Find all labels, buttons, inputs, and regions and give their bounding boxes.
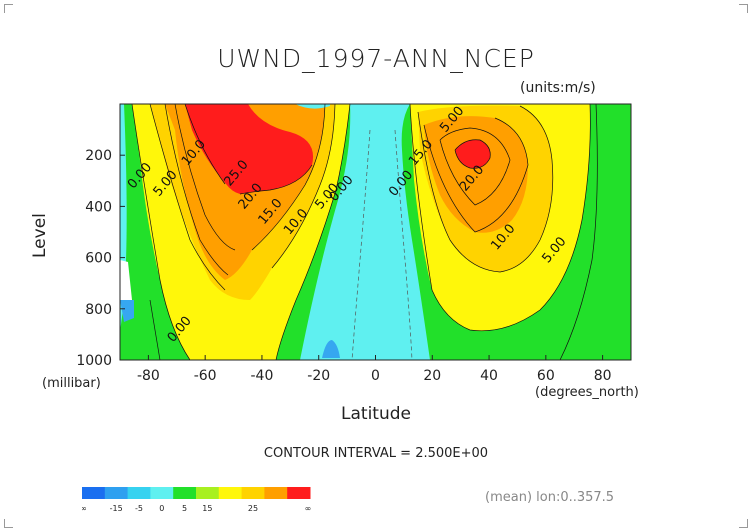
colorbar-swatch	[150, 487, 174, 499]
fill-north-red	[455, 139, 491, 169]
colorbar-swatch	[82, 487, 106, 499]
colorbar-label: 5	[182, 504, 187, 513]
fill-top-cyan	[295, 104, 330, 109]
colorbar-label: 15	[202, 504, 212, 513]
colorbar-label: -5	[135, 504, 143, 513]
contour-interval-note: CONTOUR INTERVAL = 2.500E+00	[263, 446, 489, 461]
y-tick-label: 600	[85, 251, 112, 267]
colorbar-swatch	[196, 487, 220, 499]
colorbar-swatch	[104, 487, 129, 499]
fill-left-blue	[120, 300, 134, 322]
y-axis-units: (millibar)	[42, 376, 101, 391]
corner-mark	[739, 4, 748, 13]
fill-left-lower	[120, 260, 132, 300]
x-tick-label: -80	[137, 368, 160, 384]
x-axis-label: Latitude	[341, 404, 411, 424]
colorbar-swatch	[127, 487, 151, 499]
x-tick-label: -20	[307, 368, 330, 384]
contour-lines	[131, 104, 598, 360]
fill-north-orange	[424, 116, 528, 233]
x-tick-label: 0	[371, 368, 380, 384]
colorbar-label: 25	[248, 504, 258, 513]
colorbar-swatch	[218, 487, 243, 499]
corner-mark	[4, 519, 13, 528]
fill-right-green	[560, 104, 631, 360]
corner-mark	[4, 4, 13, 13]
fill-south-red	[185, 104, 314, 194]
x-tick-label: 80	[594, 368, 612, 384]
colorbar-swatch	[241, 487, 265, 499]
mean-note: (mean) lon:0..357.5	[485, 490, 615, 505]
colorbar: -∞ -15 -5 0 5 15 25 ∞	[82, 487, 312, 513]
x-tick-label: 40	[480, 368, 498, 384]
x-tick-label: 60	[537, 368, 555, 384]
y-tick-label: 1000	[76, 353, 112, 369]
colorbar-swatch	[173, 487, 197, 499]
colorbar-swatch	[287, 487, 311, 499]
colorbar-label: 0	[159, 504, 164, 513]
x-axis-units: (degrees_north)	[535, 385, 639, 400]
fill-top-center-cyan	[362, 104, 395, 109]
y-tick-label: 200	[85, 148, 112, 164]
colorbar-swatch	[264, 487, 288, 499]
colorbar-label: -15	[110, 504, 123, 513]
x-tick-label: -60	[194, 368, 217, 384]
corner-mark	[739, 519, 748, 528]
y-tick-label: 400	[85, 199, 112, 215]
x-tick-label: 20	[423, 368, 441, 384]
fill-bottom-blue	[322, 340, 340, 358]
units-label: (units:m/s)	[520, 80, 596, 96]
axis-ticks: -80 -60 -40 -20 0 20 40 60 80 200 400 600 800 1000	[76, 148, 611, 384]
colorbar-label: ∞	[305, 504, 312, 513]
colorbar-label: -∞	[82, 504, 87, 513]
x-tick-label: -40	[251, 368, 274, 384]
y-tick-label: 800	[85, 302, 112, 318]
y-axis-label: Level	[30, 213, 50, 258]
chart-title: UWND_1997-ANN_NCEP	[217, 44, 535, 73]
